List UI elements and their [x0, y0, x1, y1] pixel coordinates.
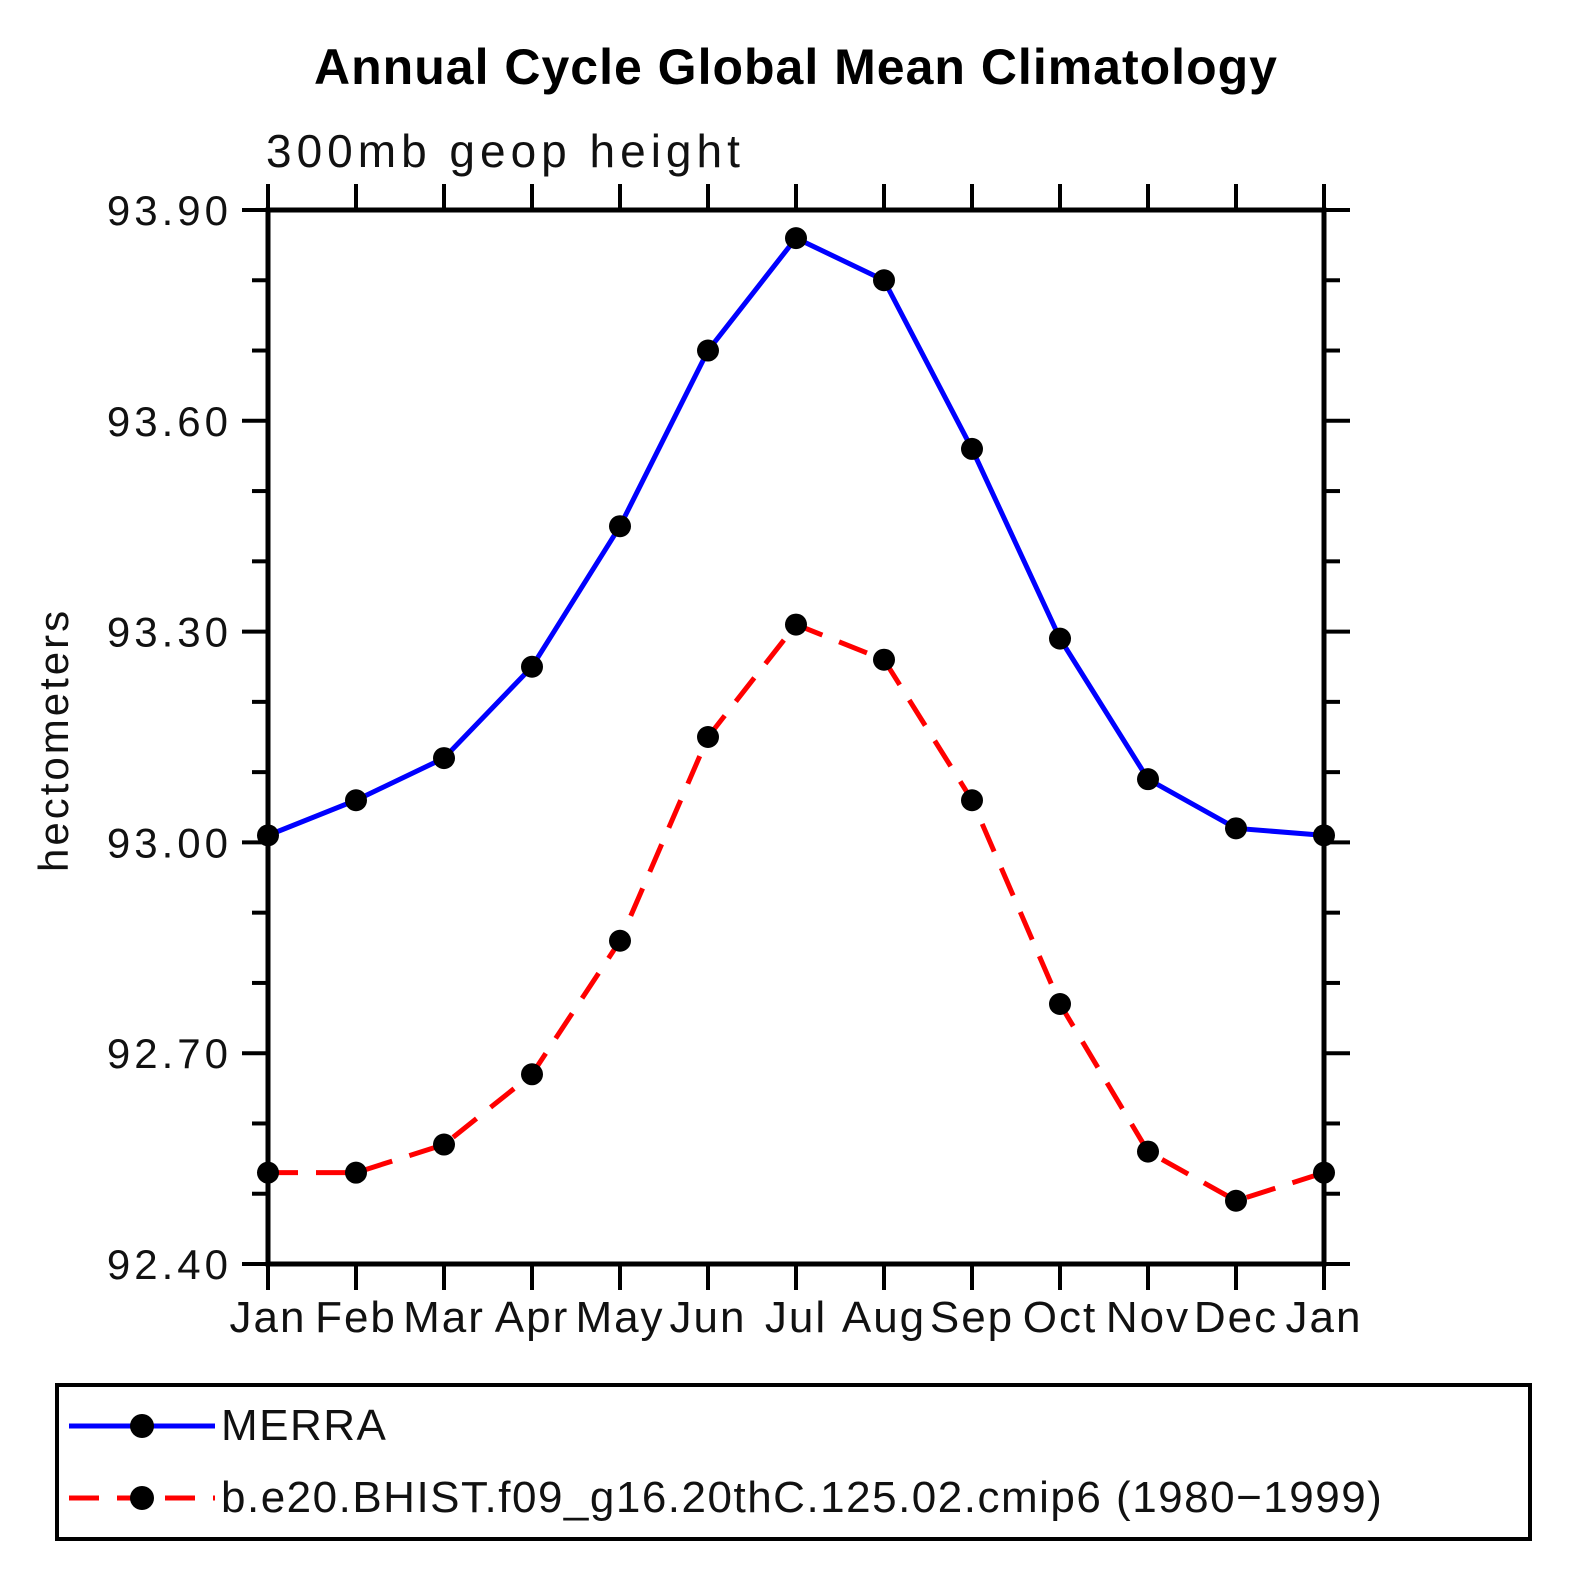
y-tick-label: 93.60 — [107, 398, 232, 445]
data-point-merra-aug — [873, 269, 895, 292]
data-point-merra-jan — [257, 824, 279, 847]
legend-line-dashed-icon — [69, 1485, 215, 1510]
data-point-merra-jun — [697, 339, 719, 362]
x-tick-label: Dec — [1194, 1293, 1278, 1342]
data-point-cmip6-apr — [521, 1063, 543, 1086]
legend-label-merra: MERRA — [221, 1401, 388, 1451]
x-tick-label: Feb — [315, 1293, 397, 1342]
data-point-cmip6-nov — [1137, 1140, 1159, 1163]
plot-border — [265, 207, 1327, 1267]
data-point-cmip6-oct — [1049, 993, 1071, 1016]
data-point-merra-feb — [345, 789, 367, 812]
legend-item-cmip6: b.e20.BHIST.f09_g16.20thC.125.02.cmip6 (… — [67, 1466, 1528, 1530]
legend: MERRA b.e20.BHIST.f09_g16.20thC.125.02.c… — [55, 1383, 1532, 1541]
data-point-merra-jul — [785, 227, 807, 250]
x-tick-label: Jan — [1286, 1293, 1363, 1342]
data-point-cmip6-dec — [1225, 1189, 1247, 1212]
legend-line-solid-icon — [69, 1414, 215, 1439]
data-point-merra-oct — [1049, 627, 1071, 650]
x-tick-label: Apr — [495, 1293, 569, 1342]
y-tick-label: 93.00 — [107, 819, 232, 866]
data-point-merra-jan — [1313, 824, 1335, 847]
data-point-cmip6-jan — [257, 1161, 279, 1184]
data-point-cmip6-feb — [345, 1161, 367, 1184]
x-tick-label: Jan — [230, 1293, 307, 1342]
x-tick-label: Nov — [1106, 1293, 1190, 1342]
data-point-merra-may — [609, 515, 631, 538]
chart-title: Annual Cycle Global Mean Climatology — [314, 39, 1278, 95]
data-point-merra-nov — [1137, 768, 1159, 791]
x-tick-label: May — [575, 1293, 664, 1342]
legend-cmip6-marker-icon — [130, 1485, 154, 1510]
data-point-merra-sep — [961, 437, 983, 460]
data-point-cmip6-jul — [785, 613, 807, 636]
series-line-merra — [267, 234, 1325, 838]
x-tick-label: Oct — [1023, 1293, 1097, 1342]
data-point-merra-mar — [433, 747, 455, 770]
legend-item-merra: MERRA — [67, 1394, 1528, 1458]
y-tick-label: 93.30 — [107, 609, 232, 656]
data-point-merra-apr — [521, 655, 543, 678]
x-tick-label: Jun — [670, 1293, 747, 1342]
x-tick-label: Aug — [842, 1293, 926, 1342]
legend-merra-marker-icon — [130, 1414, 154, 1439]
data-point-cmip6-mar — [433, 1133, 455, 1156]
y-tick-label: 92.70 — [107, 1030, 232, 1077]
x-tick-label: Jul — [765, 1293, 827, 1342]
data-point-cmip6-sep — [961, 789, 983, 812]
chart-subtitle: 300mb geop height — [266, 125, 745, 177]
series-line-cmip6 — [268, 621, 1325, 1204]
legend-label-cmip6: b.e20.BHIST.f09_g16.20thC.125.02.cmip6 (… — [221, 1472, 1384, 1522]
data-point-cmip6-may — [609, 929, 631, 952]
data-point-cmip6-aug — [873, 648, 895, 671]
data-point-merra-dec — [1225, 817, 1247, 840]
x-tick-label: Sep — [930, 1293, 1014, 1342]
data-point-cmip6-jan — [1313, 1161, 1335, 1184]
y-tick-label: 93.90 — [107, 187, 232, 234]
y-tick-label: 92.40 — [107, 1241, 232, 1288]
x-tick-label: Mar — [403, 1293, 485, 1342]
data-point-cmip6-jun — [697, 726, 719, 748]
